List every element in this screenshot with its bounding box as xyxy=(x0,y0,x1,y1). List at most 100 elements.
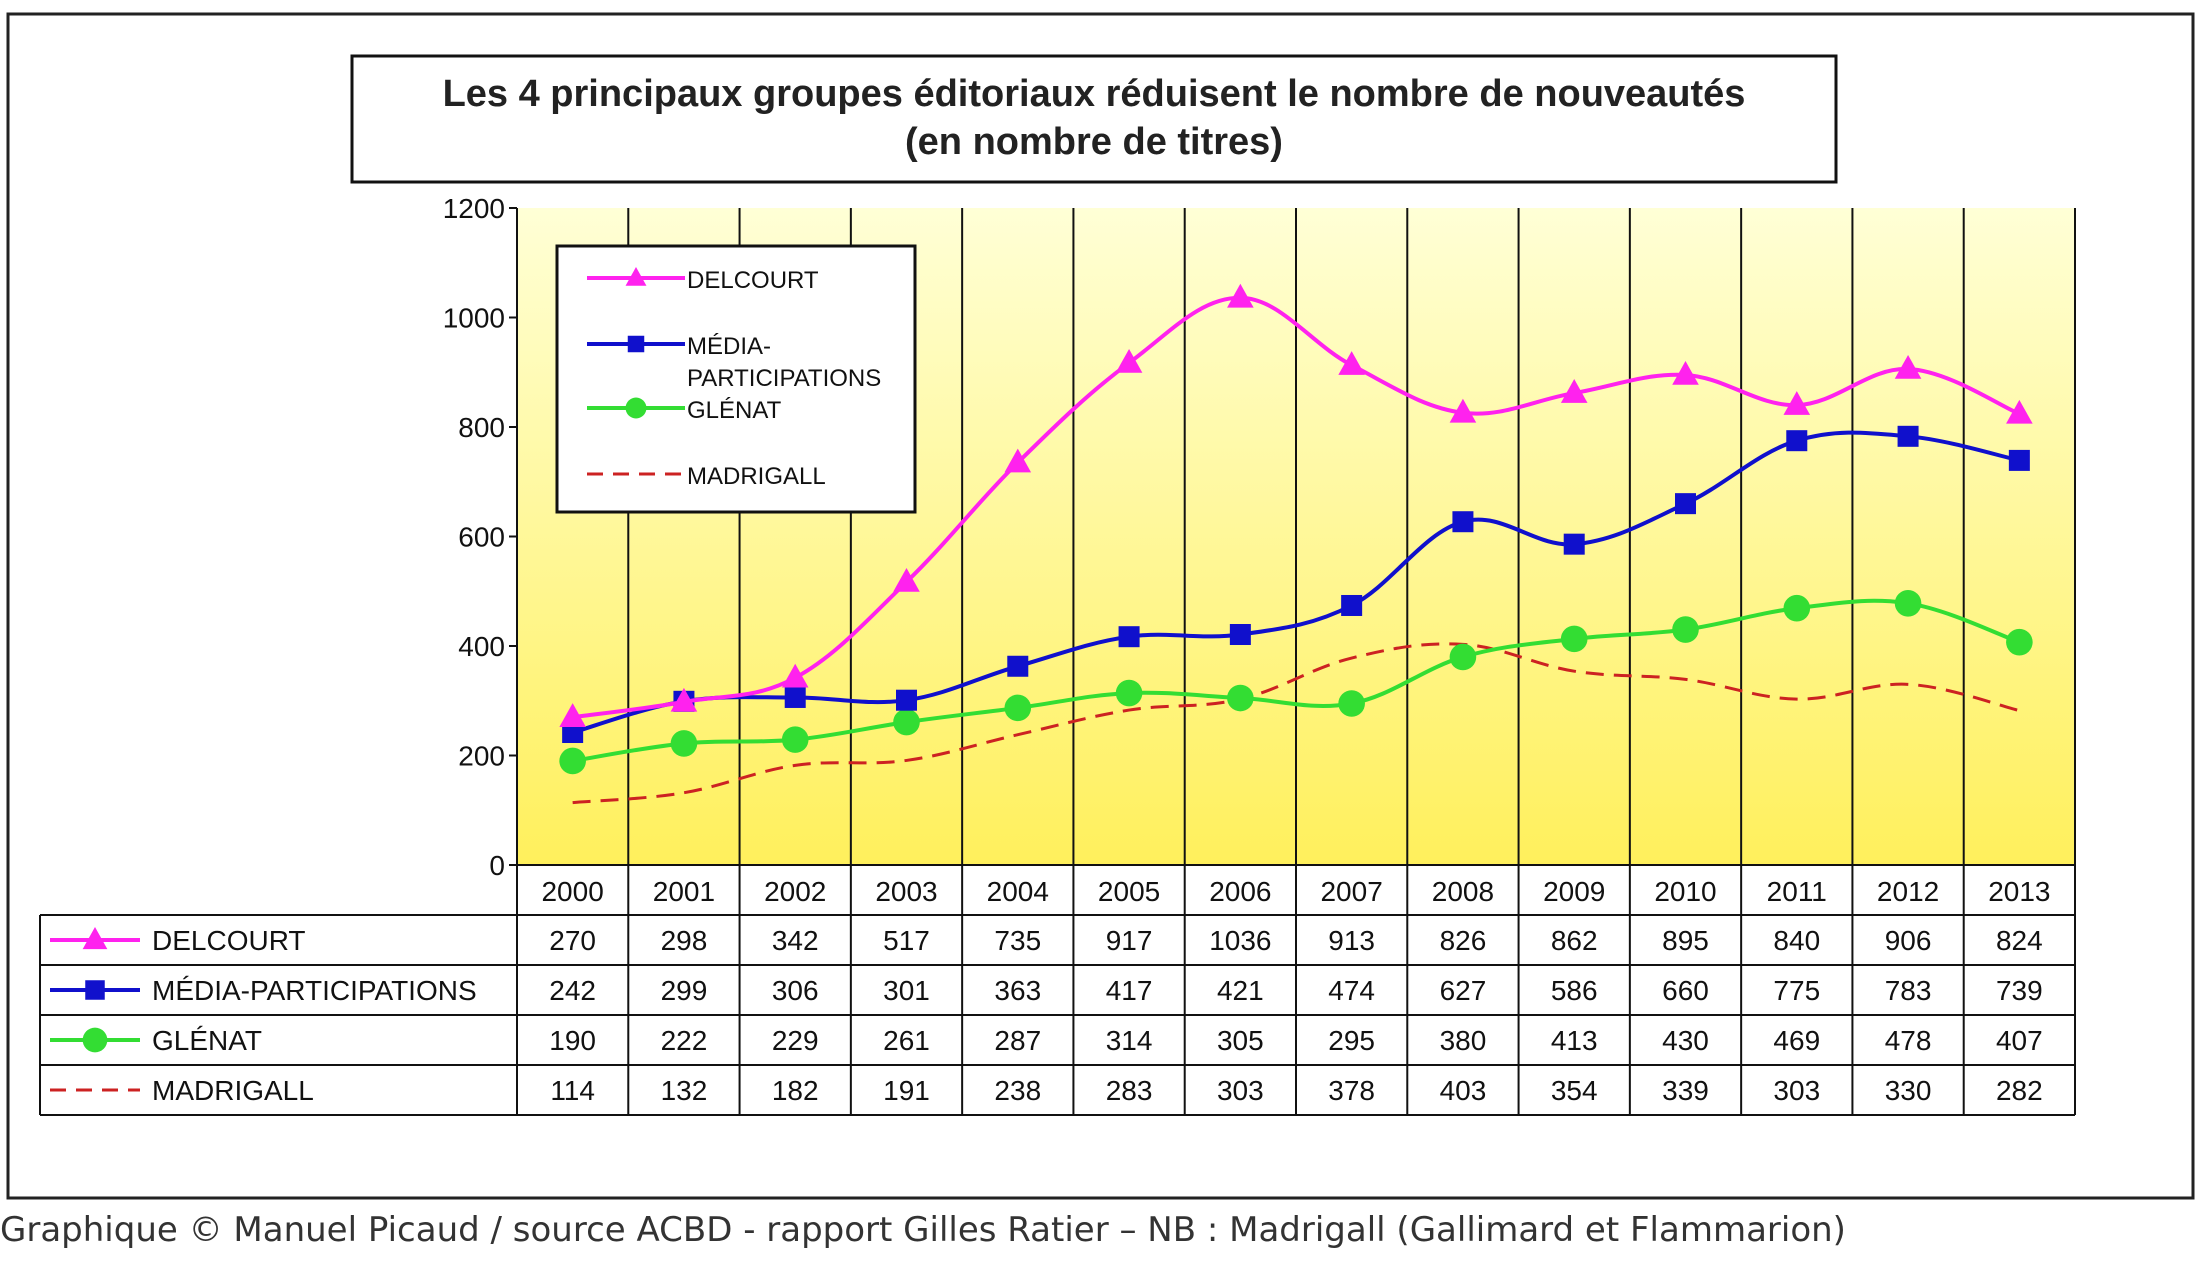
table-cell: 301 xyxy=(883,975,930,1006)
legend: DELCOURT MÉDIA- PARTICIPATIONS GLÉNAT MADRIG… xyxy=(555,244,917,514)
data-point xyxy=(1783,594,1811,622)
x-tick-label: 2006 xyxy=(1209,876,1271,907)
table-cell: 114 xyxy=(550,1075,595,1106)
table-cell: 242 xyxy=(549,975,596,1006)
series-line xyxy=(572,642,2020,805)
table-cell: 474 xyxy=(1328,975,1375,1006)
table-cell: 270 xyxy=(549,925,596,956)
row-key-marker xyxy=(82,927,108,950)
data-point xyxy=(1004,694,1032,722)
table-cell: 339 xyxy=(1662,1075,1709,1106)
data-point xyxy=(2006,628,2033,656)
table-cell: 283 xyxy=(1106,1075,1153,1106)
table-row: MÉDIA-PARTICIPATIONS 242 299 306 301 363 417 42… xyxy=(50,975,2043,1006)
data-point xyxy=(562,722,584,744)
table-cell: 917 xyxy=(1106,925,1153,956)
table-cell: 862 xyxy=(1551,925,1598,956)
data-point xyxy=(559,747,586,775)
data-point xyxy=(1449,398,1477,423)
table-cell: 906 xyxy=(1885,925,1932,956)
table-cell: 132 xyxy=(661,1075,708,1106)
table-cell: 469 xyxy=(1773,1025,1820,1056)
legend-item: MADRIGALL xyxy=(587,463,826,490)
table-cell: 314 xyxy=(1106,1025,1153,1056)
series-layer xyxy=(559,283,2033,805)
table-cell: 182 xyxy=(772,1075,819,1106)
legend-key-marker xyxy=(625,267,647,286)
legend-key-marker xyxy=(625,397,647,419)
table-cell: 354 xyxy=(1551,1075,1598,1106)
legend-label: GLÉNAT xyxy=(687,397,782,424)
legend-key-marker xyxy=(627,335,645,353)
x-tick-label: 2009 xyxy=(1543,876,1605,907)
legend-label: MÉDIA- xyxy=(687,333,771,360)
data-point xyxy=(1338,690,1365,717)
data-point xyxy=(1004,448,1032,473)
x-tick-label: 2007 xyxy=(1320,876,1382,907)
series-gl-nat xyxy=(559,589,2033,775)
data-point xyxy=(559,703,586,727)
y-tick-label: 1200 xyxy=(443,193,505,224)
data-point xyxy=(1115,679,1143,707)
table-cell: 913 xyxy=(1328,925,1375,956)
row-label: MÉDIA-PARTICIPATIONS xyxy=(152,975,477,1006)
y-tick-label: 1000 xyxy=(443,303,505,334)
data-point xyxy=(1672,360,1699,385)
table-cell: 190 xyxy=(549,1025,596,1056)
data-point xyxy=(1227,283,1254,308)
data-point xyxy=(781,663,809,688)
legend-box xyxy=(555,244,917,514)
data-point xyxy=(670,687,698,712)
table-cell: 826 xyxy=(1440,925,1487,956)
data-point xyxy=(893,708,920,736)
x-tick-label: 2010 xyxy=(1654,876,1716,907)
data-point xyxy=(1341,594,1363,616)
data-point xyxy=(1560,625,1588,653)
y-tick-label: 600 xyxy=(458,522,505,553)
table-cell: 303 xyxy=(1773,1075,1820,1106)
data-point xyxy=(896,689,917,711)
chart-subtitle: (en nombre de titres) xyxy=(905,121,1283,163)
legend-label: DELCOURT xyxy=(687,267,819,294)
y-tick-label: 800 xyxy=(458,412,505,443)
series-line xyxy=(572,295,2021,720)
table-cell: 191 xyxy=(883,1075,930,1106)
series-madrigall xyxy=(572,642,2020,805)
table-cell: 739 xyxy=(1996,975,2043,1006)
data-point xyxy=(1672,616,1699,643)
table-cell: 330 xyxy=(1885,1075,1932,1106)
data-point xyxy=(1452,511,1474,533)
table-cell: 735 xyxy=(994,925,1041,956)
table-cell: 222 xyxy=(661,1025,708,1056)
row-label: DELCOURT xyxy=(152,925,306,956)
table-cell: 363 xyxy=(994,975,1041,1006)
data-point xyxy=(1118,626,1140,648)
series-line xyxy=(572,598,2021,763)
data-point xyxy=(1229,624,1251,646)
table-cell: 430 xyxy=(1662,1025,1709,1056)
y-tick-label: 200 xyxy=(458,741,505,772)
table-cell: 627 xyxy=(1440,975,1487,1006)
data-point xyxy=(1675,493,1696,515)
legend-label: PARTICIPATIONS xyxy=(687,365,881,392)
table-cell: 298 xyxy=(661,925,708,956)
table-cell: 380 xyxy=(1440,1025,1487,1056)
data-point xyxy=(1338,351,1365,375)
x-tick-label: 2001 xyxy=(653,876,715,907)
x-tick-label: 2004 xyxy=(987,876,1049,907)
data-point xyxy=(1227,684,1254,712)
table-cell: 478 xyxy=(1885,1025,1932,1056)
table-cell: 824 xyxy=(1996,925,2043,956)
data-point xyxy=(2006,399,2033,424)
x-tick-label: 2008 xyxy=(1432,876,1494,907)
data-point xyxy=(1894,354,1922,379)
legend-item: GLÉNAT xyxy=(587,397,782,424)
table-cell: 261 xyxy=(883,1025,930,1056)
table-cell: 586 xyxy=(1551,975,1598,1006)
table-row: DELCOURT 270 298 342 517 735 917 1036 913 826 862 8… xyxy=(50,925,2043,956)
table-row: GLÉNAT 190 222 229 261 287 314 305 295 380 413 430 4… xyxy=(50,1025,2043,1056)
row-label: GLÉNAT xyxy=(152,1025,262,1056)
data-point xyxy=(1115,348,1143,373)
source-caption: Graphique © Manuel Picaud / source ACBD … xyxy=(0,1210,1846,1250)
row-key-marker xyxy=(85,980,105,1000)
